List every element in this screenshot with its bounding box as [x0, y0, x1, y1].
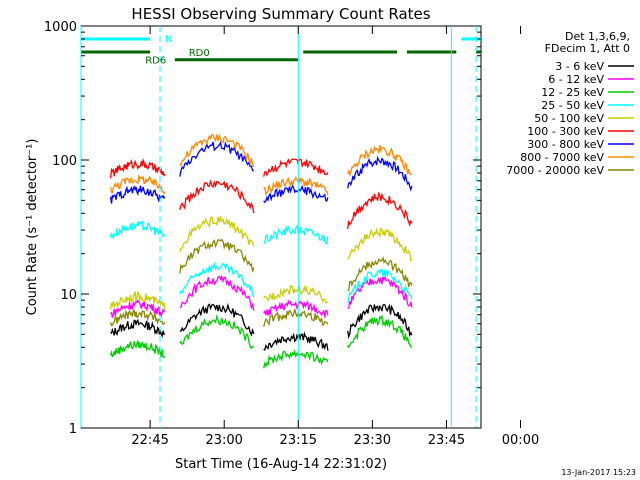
- series-line-300to800keV: [347, 155, 413, 192]
- series-line-3to6keV: [347, 303, 413, 339]
- plot-area: N RD0 RD6 22:45 23:00 23:15 23:30 23:45 00:00 1…: [44, 20, 539, 448]
- series-line-25to50keV: [263, 224, 329, 245]
- flag-bars: N RD0 RD6: [80, 26, 481, 428]
- x-tick-label: 23:15: [280, 433, 317, 448]
- series-line-800to7000keV: [179, 133, 255, 168]
- rd0-label: RD0: [189, 48, 210, 59]
- series-line-300to800keV: [263, 184, 329, 204]
- series-line-50to100keV: [109, 290, 166, 311]
- series-line-7000to20000keV: [263, 309, 329, 327]
- series-line-12to25keV: [179, 314, 255, 350]
- series-line-100to300keV: [347, 191, 413, 229]
- series-line-25to50keV: [179, 261, 255, 298]
- legend-label: 100 - 300 keV: [527, 125, 604, 138]
- footer-date: 13-Jan-2017 15:23: [561, 468, 636, 477]
- series-line-12to25keV: [347, 314, 413, 349]
- legend-header-line-1: Det 1,3,6,9,: [565, 30, 630, 43]
- legend-label: 6 - 12 keV: [548, 73, 604, 86]
- series-line-800to7000keV: [263, 176, 329, 196]
- x-tick-label: 23:45: [428, 433, 465, 448]
- n-label: N: [165, 34, 172, 45]
- series-line-800to7000keV: [109, 175, 166, 195]
- series-line-50to100keV: [179, 214, 255, 253]
- x-axis-ticks: 22:45 23:00 23:15 23:30 23:45 00:00: [131, 26, 539, 448]
- series-line-12to25keV: [263, 348, 329, 369]
- x-tick-label: 00:00: [502, 433, 539, 448]
- legend-label: 800 - 7000 keV: [520, 151, 604, 164]
- y-axis-ticks: 1 10 100 1000: [44, 20, 481, 437]
- series-line-12to25keV: [109, 340, 166, 359]
- data-segments: [109, 133, 413, 369]
- y-tick-label: 10: [60, 288, 77, 303]
- series-line-7000to20000keV: [347, 256, 413, 292]
- series-line-300to800keV: [179, 140, 254, 177]
- legend-label: 25 - 50 keV: [541, 99, 604, 112]
- series-line-100to300keV: [179, 179, 255, 214]
- y-axis-label: Count Rate (s⁻¹ detector⁻¹): [25, 139, 40, 316]
- legend-label: 3 - 6 keV: [555, 60, 604, 73]
- y-tick-label: 1: [69, 422, 77, 437]
- series-line-25to50keV: [347, 268, 413, 304]
- rd6-label: RD6: [145, 56, 166, 67]
- series-line-25to50keV: [109, 220, 166, 240]
- legend-label: 50 - 100 keV: [534, 112, 604, 125]
- series-line-50to100keV: [263, 284, 329, 304]
- series-line-100to300keV: [109, 158, 166, 179]
- x-axis-label: Start Time (16-Aug-14 22:31:02): [175, 457, 387, 472]
- legend-header-line-2: FDecim 1, Att 0: [545, 42, 630, 55]
- y-tick-label: 1000: [44, 20, 77, 35]
- series-line-3to6keV: [179, 302, 255, 337]
- series-line-6to12keV: [179, 274, 255, 311]
- legend-label: 300 - 800 keV: [527, 138, 604, 151]
- x-tick-label: 22:45: [131, 433, 168, 448]
- y-tick-label: 100: [52, 154, 77, 169]
- legend-label: 12 - 25 keV: [541, 86, 604, 99]
- series-line-800to7000keV: [347, 145, 413, 178]
- series-line-7000to20000keV: [109, 309, 166, 327]
- series-line-3to6keV: [110, 318, 166, 338]
- series-line-6to12keV: [110, 299, 166, 319]
- series-line-3to6keV: [263, 331, 329, 352]
- x-tick-label: 23:00: [205, 433, 242, 448]
- series-line-7000to20000keV: [179, 238, 255, 274]
- series-line-300to800keV: [109, 185, 166, 204]
- chart-title: HESSI Observing Summary Count Rates: [131, 5, 430, 23]
- legend: Det 1,3,6,9, FDecim 1, Att 0 3 - 6 keV6 …: [506, 30, 634, 177]
- series-line-100to300keV: [263, 158, 329, 177]
- series-line-6to12keV: [263, 299, 329, 318]
- legend-label: 7000 - 20000 keV: [506, 164, 604, 177]
- series-line-6to12keV: [347, 275, 413, 310]
- x-tick-label: 23:30: [354, 433, 391, 448]
- series-line-50to100keV: [347, 227, 413, 263]
